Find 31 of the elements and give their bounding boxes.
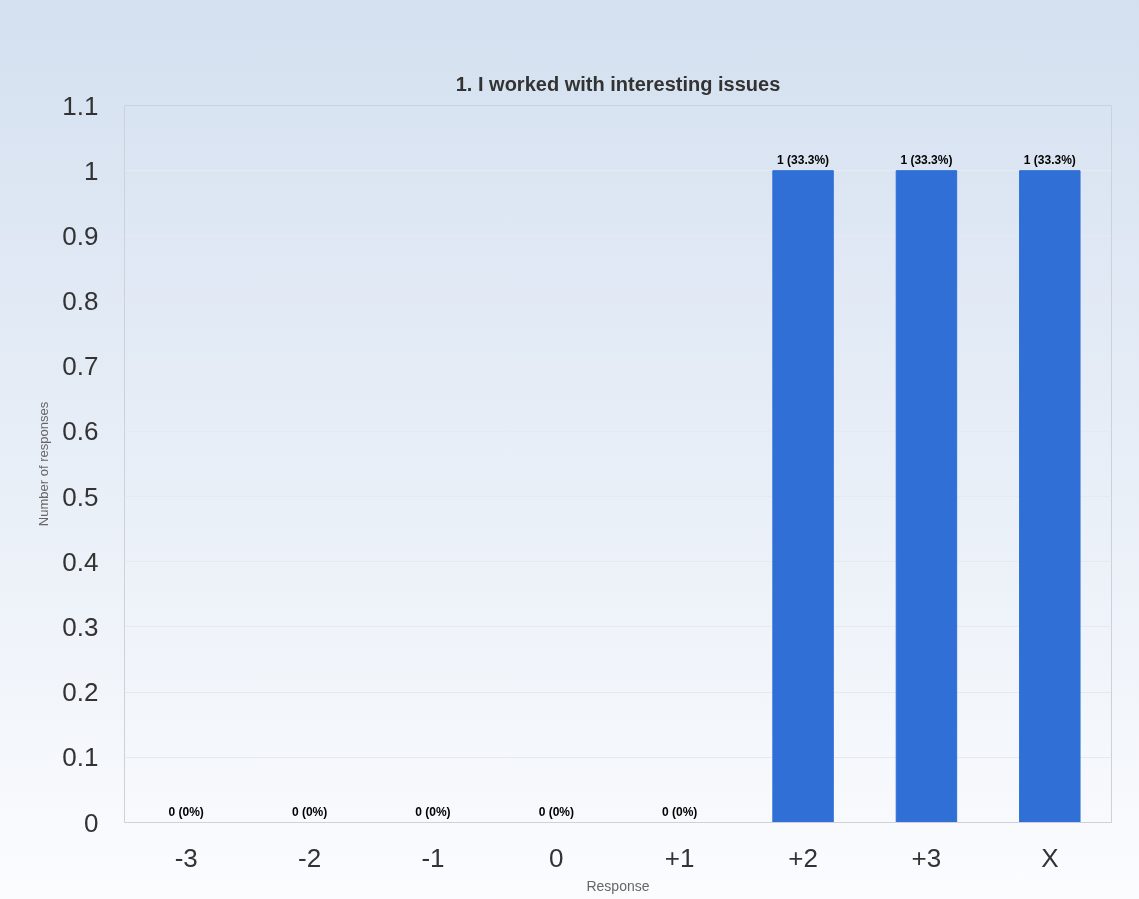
x-tick-label: 0: [549, 842, 564, 873]
x-tick-label: -1: [421, 842, 445, 873]
y-tick-label: 0.1: [62, 742, 99, 773]
chart-title: 1. I worked with interesting issues: [455, 72, 781, 95]
x-tick-label: +2: [788, 842, 818, 873]
x-tick-label: X: [1041, 842, 1059, 873]
y-tick-label: 0.9: [62, 220, 99, 251]
x-axis-title: Response: [586, 877, 650, 894]
data-label: 0 (0%): [662, 804, 698, 819]
y-tick-label: 0.4: [62, 546, 99, 577]
y-tick-label: 0.3: [62, 611, 99, 642]
y-tick-label: 0.6: [62, 416, 99, 447]
x-tick-label: -3: [174, 842, 198, 873]
y-tick-label: 0: [84, 807, 99, 838]
x-tick-label: +1: [664, 842, 695, 873]
y-axis-title: Number of responses: [36, 401, 52, 527]
data-label: 1 (33.3%): [900, 152, 953, 167]
y-tick-label: 1: [84, 155, 99, 186]
data-label: 0 (0%): [538, 804, 574, 819]
x-tick-label: -2: [298, 842, 322, 873]
data-label: 1 (33.3%): [777, 152, 830, 167]
data-label: 0 (0%): [415, 804, 451, 819]
y-tick-label: 0.7: [62, 351, 99, 382]
data-label: 1 (33.3%): [1023, 152, 1076, 167]
y-tick-label: 0.2: [62, 677, 99, 708]
data-label: 0 (0%): [168, 804, 204, 819]
y-tick-label: 0.8: [62, 286, 99, 317]
y-tick-label: 0.5: [62, 481, 99, 512]
data-label: 0 (0%): [291, 804, 328, 819]
x-tick-label: +3: [911, 842, 942, 873]
y-tick-label: 1.1: [62, 90, 99, 121]
